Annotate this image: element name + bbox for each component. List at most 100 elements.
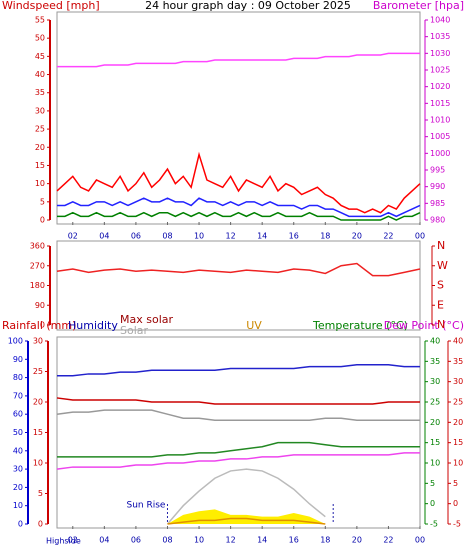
y-tick-label: 0 (453, 499, 458, 508)
x-tick-label: 16 (289, 232, 299, 241)
x-tick-label: 14 (257, 232, 267, 241)
line (56, 409, 420, 422)
x-tick-label: 22 (383, 232, 393, 241)
x-tick-label: 04 (99, 232, 109, 241)
y-tick-label: 30 (430, 377, 440, 386)
y-tick-label: 0 (18, 520, 23, 529)
line (167, 517, 326, 525)
x-tick-label: 00 (415, 536, 425, 545)
line (56, 397, 420, 405)
line (56, 452, 420, 470)
x-tick-label: 10 (194, 232, 204, 241)
y-tick-label: 1000 (430, 149, 450, 158)
y-tick-label: 30 (33, 337, 43, 346)
y-tick-label: 35 (453, 357, 463, 366)
y-tick-label: 15 (33, 428, 43, 437)
y-tick-label: 90 (13, 355, 23, 364)
y-tick-label: 60 (13, 410, 23, 419)
y-tick-label: 20 (13, 483, 23, 492)
y-tick-label: 35 (35, 88, 45, 97)
y-tick-label: 20 (453, 418, 463, 427)
x-tick-label: 18 (320, 536, 330, 545)
line (56, 262, 421, 277)
y-tick-label: 15 (453, 438, 463, 447)
y-tick-label: 10 (33, 459, 43, 468)
legend-label: UV (246, 319, 262, 332)
line (57, 211, 421, 221)
y-tick-label: 100 (8, 337, 23, 346)
y-tick-label: 40 (13, 446, 23, 455)
y-tick-label: 0 (430, 499, 435, 508)
y-tick-label: 35 (430, 357, 440, 366)
y-tick-label: 0 (40, 321, 45, 330)
y-tick-label: 25 (430, 398, 440, 407)
x-tick-label: 20 (352, 536, 362, 545)
y-tick-label: 985 (430, 199, 445, 208)
legend-label: Max solar (120, 313, 173, 326)
panel-frame (56, 336, 421, 529)
y-tick-label: 1040 (430, 16, 450, 25)
x-tick-label: 06 (131, 232, 141, 241)
y-tick-label: 1010 (430, 116, 450, 125)
legend-label: Solar (120, 324, 149, 337)
y-tick-label: 10 (453, 459, 463, 468)
y-tick-label: 5 (453, 479, 458, 488)
x-tick-label: 18 (320, 232, 330, 241)
y-tick-label: 15 (430, 438, 440, 447)
y-tick-label: 25 (33, 367, 43, 376)
y-tick-label: 40 (430, 337, 440, 346)
y-tick-label: 20 (33, 398, 43, 407)
chart-title: 24 hour graph day : 09 October 2025 (145, 0, 351, 12)
x-tick-label: 00 (415, 232, 425, 241)
y-tick-label: N (437, 318, 445, 331)
y-tick-label: 30 (35, 106, 45, 115)
y-tick-label: 995 (430, 166, 445, 175)
panel-frame (56, 11, 421, 225)
y-tick-label: 25 (35, 125, 45, 134)
y-tick-label: 180 (30, 281, 45, 290)
x-tick-label: 02 (68, 232, 78, 241)
x-tick-label: 22 (383, 536, 393, 545)
y-tick-label: 990 (430, 182, 445, 191)
y-tick-label: 40 (453, 337, 463, 346)
y-axis-label: Windspeed [mph] (2, 0, 100, 12)
y-tick-label: 30 (13, 465, 23, 474)
y-tick-label: 45 (35, 52, 45, 61)
line (57, 441, 420, 458)
x-tick-label: 12 (226, 536, 236, 545)
x-tick-label: 08 (162, 232, 172, 241)
y-tick-label: 10 (430, 459, 440, 468)
x-tick-label: 20 (352, 232, 362, 241)
y-tick-label: 40 (35, 70, 45, 79)
y-tick-label: 0 (38, 520, 43, 529)
x-axis-label: Highside (46, 537, 81, 546)
y-tick-label: -5 (453, 520, 461, 529)
axis-label: Rainfall (mm) (2, 319, 76, 332)
line (57, 197, 421, 218)
x-tick-label: 10 (194, 536, 204, 545)
y-tick-label: 30 (453, 377, 463, 386)
x-tick-label: 12 (226, 232, 236, 241)
axis-label: Humidity (68, 319, 118, 332)
y-tick-label: 1030 (430, 49, 450, 58)
y-tick-label: W (437, 259, 448, 272)
panel-frame (56, 240, 421, 331)
y-tick-label: 270 (30, 261, 45, 270)
x-tick-label: 16 (289, 536, 299, 545)
y-tick-label: 1025 (430, 66, 450, 75)
y-tick-label: 10 (35, 179, 45, 188)
x-tick-label: 06 (131, 536, 141, 545)
y-tick-label: 980 (430, 216, 445, 225)
y-tick-label: -5 (430, 520, 438, 529)
y-tick-label: 50 (13, 428, 23, 437)
axis-label: Dew Point (°C) (384, 319, 464, 332)
y-tick-label: 1020 (430, 82, 450, 91)
line (57, 52, 420, 68)
annotation: Sun Rise (127, 501, 166, 511)
line (56, 151, 421, 214)
y-tick-label: 1015 (430, 99, 450, 108)
y-tick-label: 1005 (430, 132, 450, 141)
x-tick-label: 08 (162, 536, 172, 545)
y-tick-label: 5 (430, 479, 435, 488)
